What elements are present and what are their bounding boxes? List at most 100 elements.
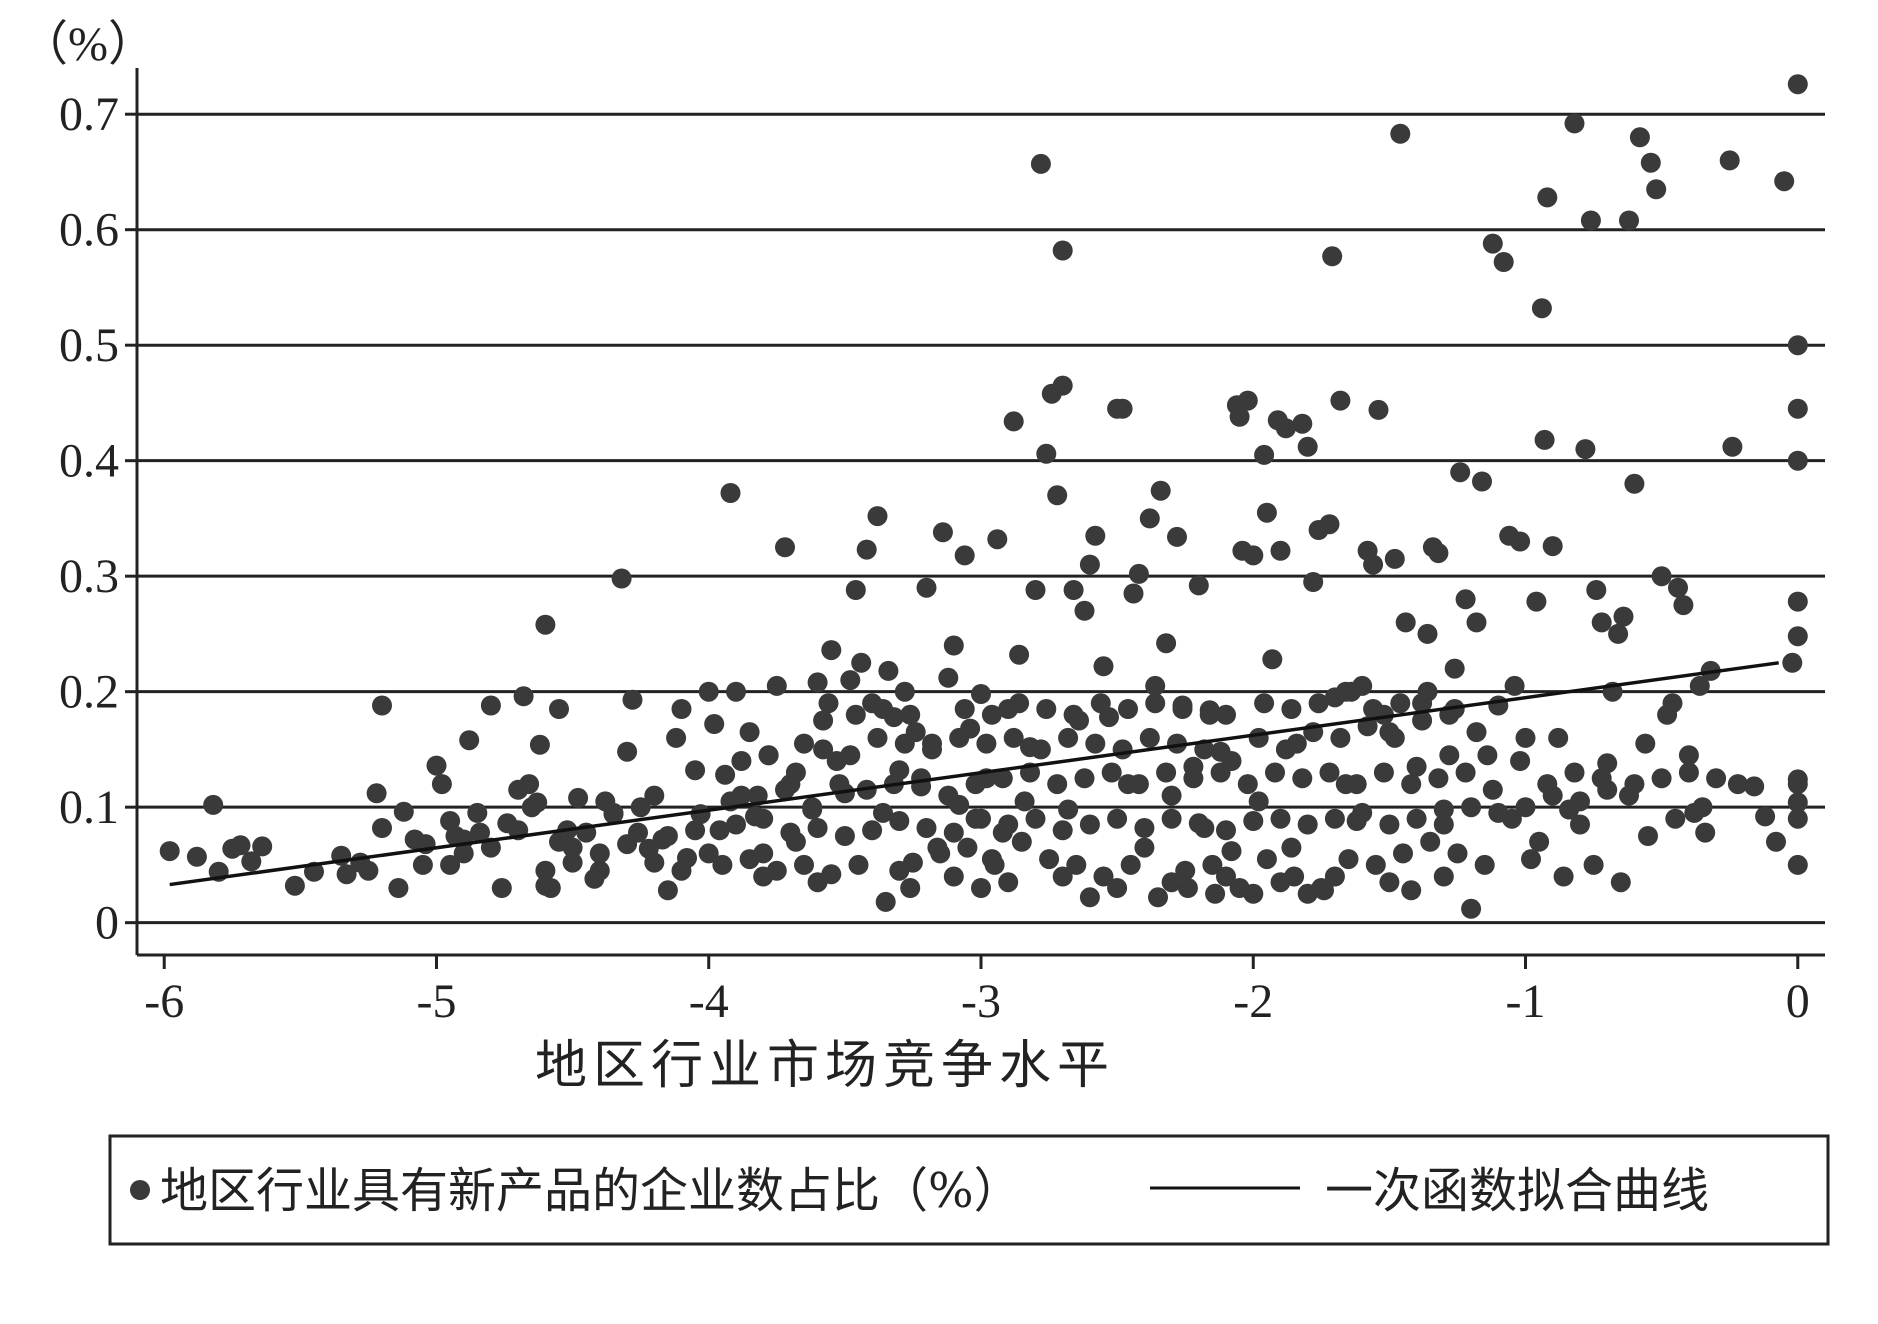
scatter-point-370	[1156, 762, 1177, 783]
scatter-point-107	[987, 529, 1008, 550]
scatter-point-63	[726, 681, 746, 702]
scatter-point-384	[1537, 774, 1558, 795]
scatter-point-47	[622, 689, 643, 710]
scatter-point-331	[1188, 813, 1209, 834]
scatter-point-383	[1510, 751, 1531, 771]
y-tick-label-3: 0.3	[59, 550, 119, 603]
scatter-point-81	[845, 580, 866, 600]
scatter-point-313	[685, 820, 706, 841]
scatter-point-187	[1406, 756, 1427, 777]
scatter-point-316	[780, 822, 801, 843]
scatter-point-396	[949, 727, 970, 748]
scatter-point-156	[1248, 791, 1269, 812]
scatter-point-240	[1689, 675, 1710, 696]
scatter-point-306	[1692, 797, 1713, 818]
scatter-point-312	[657, 826, 678, 846]
scatter-point-25	[459, 730, 480, 751]
scatter-point-202	[1488, 695, 1509, 716]
scatter-point-251	[1782, 652, 1803, 673]
scatter-point-233	[1651, 566, 1672, 587]
scatter-point-348	[1651, 768, 1672, 789]
scatter-point-294	[1338, 849, 1359, 870]
scatter-point-53	[666, 727, 687, 748]
scatter-point-336	[1324, 808, 1345, 829]
scatter-point-58	[698, 681, 719, 702]
scatter-point-83	[856, 539, 877, 560]
scatter-point-322	[943, 822, 964, 843]
scatter-point-423	[1036, 699, 1057, 719]
scatter-point-214	[1548, 727, 1569, 748]
scatter-point-378	[1373, 762, 1394, 783]
scatter-point-403	[1139, 727, 1160, 748]
scatter-point-379	[1401, 774, 1422, 795]
scatter-point-161	[1270, 540, 1291, 561]
scatter-point-435	[1390, 693, 1411, 714]
scatter-point-387	[1619, 785, 1639, 806]
scatter-point-404	[1167, 733, 1187, 754]
scatter-point-272	[739, 849, 760, 870]
y-ticks: 0 0.1 0.2 0.3 0.4 0.5 0.6 0.7	[59, 88, 137, 950]
scatter-point-325	[1025, 808, 1046, 829]
legend-box	[108, 1134, 1830, 1246]
scatter-point-135	[1139, 508, 1160, 529]
scatter-point-279	[930, 843, 951, 864]
scatter-point-155	[1243, 545, 1264, 566]
scatter-point-26	[470, 822, 490, 843]
scatter-point-203	[1493, 252, 1514, 272]
scatter-point-191	[1428, 543, 1449, 564]
scatter-point-134	[1134, 837, 1155, 858]
scatter-point-205	[1504, 675, 1525, 696]
scatter-point-163	[1281, 837, 1302, 858]
scatter-point-90	[894, 681, 915, 702]
scatter-point-40	[568, 787, 589, 808]
scatter-point-236	[1668, 577, 1688, 598]
scatter-point-261	[1787, 808, 1808, 829]
scatter-point-288	[1175, 860, 1196, 881]
scatter-point-363	[965, 774, 986, 795]
scatter-point-417	[845, 704, 866, 725]
x-tick-label-2: -4	[689, 975, 729, 1028]
scatter-point-262	[1787, 854, 1808, 875]
scatter-point-197	[1461, 898, 1482, 919]
scatter-point-170	[1319, 514, 1340, 535]
scatter-point-85	[867, 506, 888, 527]
scatter-point-250	[1774, 171, 1795, 192]
scatter-point-400	[1058, 727, 1079, 748]
scatter-point-130	[1112, 398, 1133, 419]
scatter-point-303	[1610, 872, 1631, 893]
scatter-point-211	[1534, 429, 1555, 450]
scatter-point-341	[1461, 797, 1482, 818]
scatter-point-266	[562, 852, 583, 873]
scatter-point-198	[1466, 612, 1487, 633]
scatter-point-1	[186, 846, 207, 867]
scatter-point-323	[971, 808, 991, 829]
scatter-point-319	[862, 820, 883, 841]
scatter-point-419	[900, 704, 921, 725]
scatter-point-165	[1292, 413, 1313, 434]
scatter-point-444	[1216, 866, 1236, 887]
scatter-point-391	[813, 739, 834, 760]
scatter-point-408	[1275, 739, 1296, 760]
scatter-point-7	[252, 836, 273, 857]
scatter-point-353	[630, 797, 651, 818]
scatter-point-340	[1433, 814, 1454, 835]
scatter-point-60	[709, 820, 730, 841]
scatter-point-282	[1011, 831, 1032, 852]
scatter-point-139	[1161, 785, 1182, 806]
scatter-point-447	[1379, 872, 1400, 893]
scatter-point-199	[1472, 471, 1492, 492]
scatter-point-86	[873, 802, 893, 823]
scatter-point-2	[203, 794, 224, 815]
scatter-point-116	[1036, 443, 1057, 464]
scatter-point-454	[753, 866, 774, 887]
scatter-point-114	[1025, 580, 1046, 600]
scatter-point-97	[932, 522, 953, 543]
scatter-point-201	[1482, 233, 1503, 254]
scatter-point-50	[644, 785, 665, 806]
legend-label-line: 一次函数拟合曲线	[1325, 1163, 1709, 1219]
scatter-point-59	[704, 714, 725, 734]
scatter-point-426	[1118, 699, 1138, 719]
scatter-point-21	[431, 774, 452, 795]
scatter-point-406	[1221, 751, 1242, 771]
